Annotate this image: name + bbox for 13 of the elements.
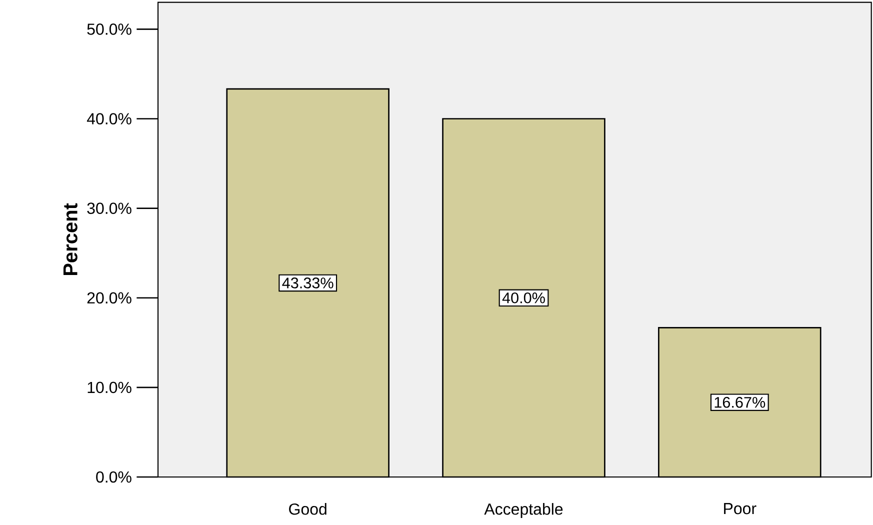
y-tick-label: 50.0% (87, 24, 132, 35)
y-tick-label: 20.0% (87, 292, 132, 304)
data-label: 43.33% (282, 278, 334, 288)
y-tick-label: 0.0% (96, 471, 132, 483)
data-label: 16.67% (714, 396, 766, 408)
x-tick-label: Good (289, 503, 326, 515)
y-tick-label: 40.0% (86, 113, 132, 124)
x-tick-label: Acceptable (484, 503, 563, 518)
y-axis-title: Percent (63, 203, 78, 276)
y-tick-label: 10.0% (88, 382, 132, 394)
data-label: 40.0% (502, 292, 545, 304)
x-tick-label: Poor (724, 503, 756, 514)
y-tick-label: 30.0% (87, 202, 132, 214)
